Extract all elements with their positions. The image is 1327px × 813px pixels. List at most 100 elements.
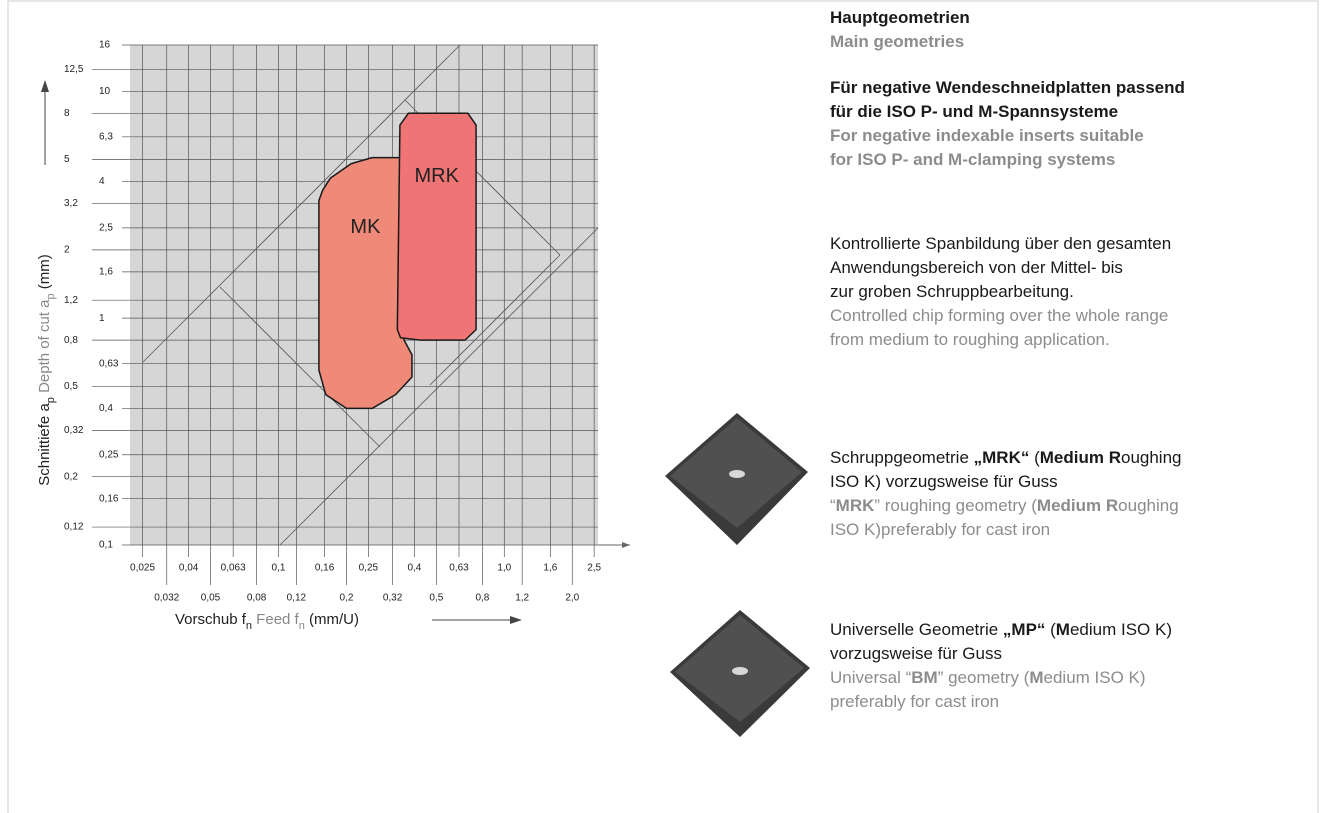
text-run: „MRK“: [973, 448, 1030, 467]
text-run: Controlled chip forming over the whole r…: [830, 306, 1169, 325]
y-tick-label: 10: [99, 86, 111, 97]
text-run: (: [1029, 448, 1040, 467]
text-run: ISO K)preferably for cast iron: [830, 520, 1051, 539]
text-run: MRK: [835, 496, 875, 515]
x-tick-label: 0,8: [475, 593, 489, 604]
text-run: edium ISO K): [1069, 620, 1173, 639]
y-tick-label: 0,4: [99, 403, 113, 414]
label-part: Depth of cut a: [36, 299, 53, 397]
label-part: (mm/U): [305, 611, 359, 628]
text-line: “MRK” roughing geometry (Medium Roughing: [830, 495, 1179, 517]
label-part: n: [246, 620, 252, 632]
text-line: For negative indexable inserts suitable: [830, 125, 1144, 147]
x-tick-label: 0,25: [359, 563, 379, 574]
page-border: [7, 0, 1319, 813]
text-line: Controlled chip forming over the whole r…: [830, 305, 1168, 327]
label-part: Feed f: [252, 611, 300, 628]
text-line: Kontrollierte Spanbildung über den gesam…: [830, 233, 1171, 255]
text-run: M: [1029, 668, 1044, 687]
text-line: ISO K)preferably for cast iron: [830, 519, 1050, 541]
text-run: Hauptgeometrien: [830, 8, 970, 27]
text-run: Medium R: [1039, 448, 1121, 467]
text-run: Für negative Wendeschneidplatten passend: [830, 78, 1185, 97]
text-line: Für negative Wendeschneidplatten passend: [830, 77, 1185, 99]
text-run: edium ISO K): [1043, 668, 1146, 687]
text-run: oughing: [1120, 448, 1182, 467]
y-tick-label: 2: [64, 245, 70, 256]
y-tick-label: 0,5: [64, 381, 78, 392]
text-run: M: [1055, 620, 1070, 639]
region-label: MRK: [414, 165, 459, 187]
text-run: for ISO P- and M-clamping systems: [830, 150, 1116, 169]
text-run: preferably for cast iron: [830, 692, 1000, 711]
text-run: Anwendungsbereich von der Mittel- bis: [830, 258, 1123, 277]
x-tick-label: 0,032: [154, 593, 179, 604]
label-part: Schnittiefe a: [36, 403, 53, 486]
y-tick-label: 1: [99, 313, 105, 324]
insert-icon: [665, 413, 808, 545]
text-run: (: [1045, 620, 1056, 639]
text-line: vorzugsweise für Guss: [830, 643, 1002, 665]
text-run: „MP“: [1002, 620, 1046, 639]
y-axis-title: Schnittiefe ap Depth of cut ap (mm): [36, 254, 57, 486]
x-tick-label: 1,6: [543, 563, 557, 574]
region: [318, 156, 413, 410]
y-tick-label: 0,16: [99, 493, 119, 504]
text-run: Medium R: [1036, 496, 1119, 515]
diagonal: [142, 44, 461, 363]
text-run: BM: [911, 668, 938, 687]
insert-icon: [670, 610, 810, 737]
text-line: for ISO P- and M-clamping systems: [830, 149, 1115, 171]
x-axis-title: Vorschub fn Feed fn (mm/U): [175, 611, 359, 632]
x-tick-label: 0,5: [429, 593, 443, 604]
y-tick-label: 0,32: [64, 425, 84, 436]
x-tick-label: 0,04: [179, 563, 199, 574]
y-tick-label: 3,2: [64, 198, 78, 209]
region-label: MK: [350, 216, 381, 238]
text-run: For negative indexable inserts suitable: [830, 126, 1144, 145]
region: [396, 112, 477, 341]
label-part: p: [45, 293, 57, 299]
x-tick-label: 0,12: [287, 593, 307, 604]
text-run: zur groben Schruppbearbeitung.: [830, 282, 1074, 301]
y-tick-label: 0,63: [99, 358, 119, 369]
x-tick-label: 0,025: [130, 563, 155, 574]
text-run: vorzugsweise für Guss: [830, 644, 1002, 663]
text-line: preferably for cast iron: [830, 691, 999, 713]
text-run: für die ISO P- und M-Spannsysteme: [830, 102, 1119, 121]
x-tick-label: 0,63: [449, 563, 469, 574]
text-run: oughing: [1118, 496, 1179, 515]
y-tick-label: 5: [64, 154, 70, 165]
text-line: für die ISO P- und M-Spannsysteme: [830, 101, 1118, 123]
x-tick-label: 2,0: [565, 593, 579, 604]
regions: MK MRK: [318, 112, 477, 410]
y-tick-label: 0,2: [64, 471, 78, 482]
text-line: Universelle Geometrie „MP“ (Medium ISO K…: [830, 619, 1172, 641]
y-tick-label: 1,6: [99, 266, 113, 277]
x-tick-label: 0,1: [272, 563, 286, 574]
x-tick-label: 0,063: [221, 563, 246, 574]
y-tick-label: 16: [99, 40, 111, 51]
text-run: Schruppgeometrie: [830, 448, 974, 467]
x-tick-label: 1,0: [497, 563, 511, 574]
text-run: ” roughing geometry (: [874, 496, 1037, 515]
y-tick-label: 8: [64, 108, 70, 119]
diagonal: [429, 254, 561, 386]
y-tick-label: 4: [99, 176, 105, 187]
text-run: Kontrollierte Spanbildung über den gesam…: [830, 234, 1172, 253]
arrow: [41, 80, 49, 92]
x-tick-label: 0,32: [383, 593, 403, 604]
text-line: zur groben Schruppbearbeitung.: [830, 281, 1074, 303]
text-run: Main geometries: [830, 32, 965, 51]
x-tick-label: 0,4: [407, 563, 421, 574]
text-line: Universal “BM” geometry (Medium ISO K): [830, 667, 1146, 689]
label-part: (mm): [36, 254, 53, 293]
x-tick-label: 0,05: [201, 593, 221, 604]
y-tick-label: 1,2: [64, 295, 78, 306]
x-tick-label: 0,08: [247, 593, 267, 604]
y-tick-label: 0,1: [99, 540, 113, 551]
y-tick-label: 0,25: [99, 449, 119, 460]
text-line: ISO K) vorzugsweise für Guss: [830, 471, 1058, 493]
